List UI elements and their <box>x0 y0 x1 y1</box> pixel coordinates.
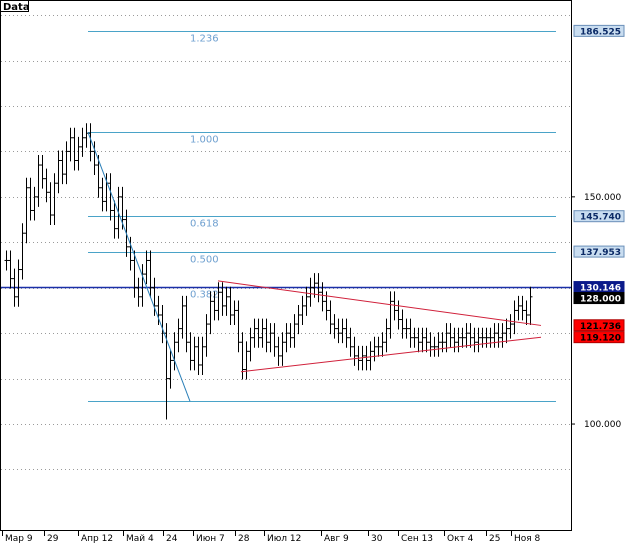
triangle-lower-line <box>240 336 542 373</box>
x-tick-label-6: 28 <box>238 534 250 544</box>
x-tick-label-8: Авг 9 <box>324 534 349 544</box>
price-label-5: 121.736 <box>580 322 621 332</box>
fib-level-label-1: 1.236 <box>190 34 219 45</box>
price-label-2: 137.953 <box>580 248 621 258</box>
price-label-6: 119.120 <box>580 334 621 344</box>
x-tick-label-9: 30 <box>371 534 383 544</box>
price-label-box-4 <box>573 292 625 305</box>
x-tick-label-12: 25 <box>489 534 500 544</box>
x-tick-label-3: Май 4 <box>126 534 154 544</box>
y-tick-label-1: 150.000 <box>584 193 621 203</box>
price-label-0: 186.525 <box>580 27 621 37</box>
price-label-box-1 <box>573 210 625 223</box>
x-tick-label-5: Июн 7 <box>196 534 225 544</box>
fib-level-label-4: 0.382 <box>190 290 219 301</box>
plot-frame <box>0 0 572 531</box>
y-axis: 100.000 150.000 186.525 145.740 137.953 130.1… <box>571 24 625 430</box>
price-label-box-5 <box>573 319 625 332</box>
x-axis: Мар 9 29 Апр 12 Май 4 24 Июн 7 28 Июл 12 Авг 9 30… <box>2 530 541 544</box>
triangle-upper-line <box>217 280 542 326</box>
x-tick-label-2: Апр 12 <box>81 534 113 544</box>
price-label-3: 130.146 <box>580 284 621 294</box>
fib-level-label-0: 1.000 <box>190 135 219 146</box>
fib-level-label-2: 0.618 <box>190 219 219 230</box>
title-box <box>0 0 29 12</box>
y-tick-label-0: 100.000 <box>584 420 621 430</box>
fib-swing-line <box>87 132 191 402</box>
trendlines-layer <box>87 132 542 402</box>
x-tick-label-0: Мар 9 <box>5 534 33 544</box>
x-tick-label-7: Июл 12 <box>267 534 301 544</box>
x-tick-label-11: Окт 4 <box>447 534 474 544</box>
x-tick-label-1: 29 <box>47 534 59 544</box>
chart-title: Data <box>3 2 30 13</box>
price-label-box-0 <box>573 24 625 37</box>
price-label-box-6 <box>573 331 625 344</box>
x-tick-label-4: 24 <box>166 534 178 544</box>
x-tick-label-10: Сен 13 <box>401 534 433 544</box>
x-tick-label-13: Ноя 8 <box>514 534 541 544</box>
fib-level-label-3: 0.500 <box>190 255 219 266</box>
price-label-box-2 <box>573 245 625 258</box>
price-label-1: 145.740 <box>580 213 621 223</box>
price-label-4: 128.000 <box>580 295 621 305</box>
